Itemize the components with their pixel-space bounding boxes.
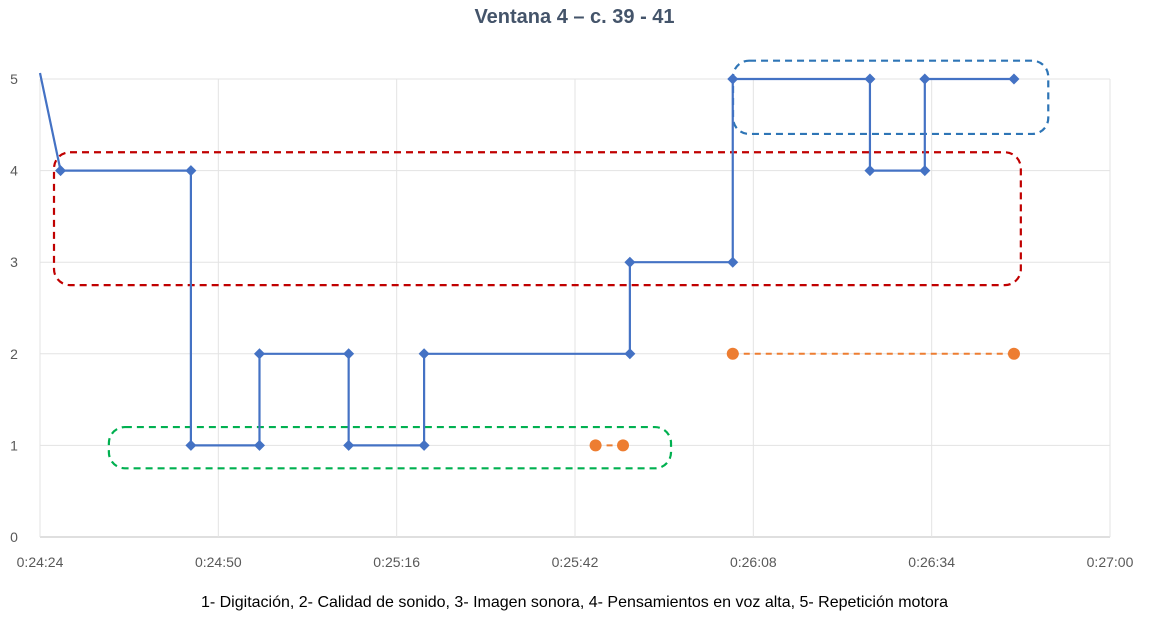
highlight-regions xyxy=(52,59,1050,470)
data-point-diamond xyxy=(55,165,67,177)
series-line xyxy=(38,72,1014,447)
series xyxy=(38,72,1020,452)
chart-title: Ventana 4 – c. 39 - 41 xyxy=(474,6,675,28)
chart-caption: 1- Digitación, 2- Calidad de sonido, 3- … xyxy=(200,594,949,611)
highlight-region xyxy=(52,151,1022,287)
data-point-circle xyxy=(1007,347,1020,360)
x-tick-label: 0:25:42 xyxy=(552,554,599,570)
data-point-diamond xyxy=(343,439,355,451)
highlight-region xyxy=(107,425,673,470)
data-point-diamond xyxy=(624,348,636,360)
highlight-region xyxy=(731,59,1050,136)
data-point-diamond xyxy=(418,439,430,451)
x-tick-label: 0:24:50 xyxy=(195,554,242,570)
data-point-diamond xyxy=(919,165,931,177)
data-point-diamond xyxy=(418,348,430,360)
data-point-diamond xyxy=(1008,73,1020,85)
data-point-diamond xyxy=(727,73,739,85)
data-point-diamond xyxy=(624,256,636,268)
y-tick-label: 1 xyxy=(10,437,18,453)
data-point-circle xyxy=(589,439,602,452)
data-point-diamond xyxy=(185,439,197,451)
data-point-diamond xyxy=(864,73,876,85)
data-point-circle xyxy=(617,439,630,452)
x-tick-label: 0:25:16 xyxy=(373,554,420,570)
y-tick-label: 5 xyxy=(10,71,18,87)
y-tick-label: 0 xyxy=(10,529,18,545)
y-tick-label: 2 xyxy=(10,346,18,362)
data-point-diamond xyxy=(343,348,355,360)
x-tick-label: 0:27:00 xyxy=(1087,554,1134,570)
data-point-circle xyxy=(726,347,739,360)
x-tick-label: 0:26:34 xyxy=(908,554,955,570)
y-tick-label: 4 xyxy=(10,163,18,179)
data-point-diamond xyxy=(253,439,265,451)
data-point-diamond xyxy=(253,348,265,360)
x-tick-label: 0:24:24 xyxy=(17,554,64,570)
data-point-diamond xyxy=(727,256,739,268)
x-tick-label: 0:26:08 xyxy=(730,554,777,570)
axis-labels: 0 1 2 3 4 5 0:24:24 0:24:50 0:25:16 0:25:42 0:26:0… xyxy=(10,71,1133,570)
data-point-diamond xyxy=(864,165,876,177)
grid xyxy=(39,78,1111,538)
data-point-diamond xyxy=(185,165,197,177)
data-point-diamond xyxy=(919,73,931,85)
y-tick-label: 3 xyxy=(10,254,18,270)
